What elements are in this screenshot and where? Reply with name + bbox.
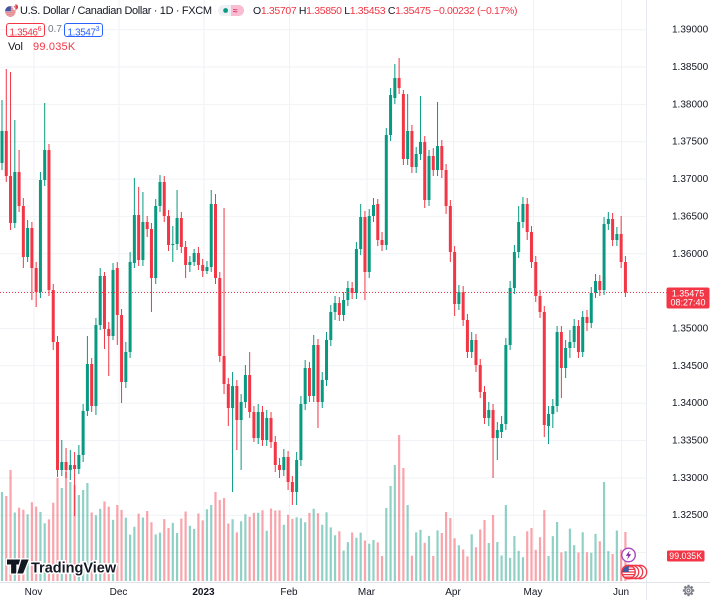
svg-text:1.37000: 1.37000: [672, 174, 709, 185]
svg-text:Mar: Mar: [358, 587, 376, 598]
svg-text:1.37500: 1.37500: [672, 137, 709, 148]
svg-text:1.36000: 1.36000: [672, 249, 709, 260]
svg-text:1.35000: 1.35000: [672, 324, 709, 335]
svg-text:1.33000: 1.33000: [672, 473, 709, 484]
svg-text:Feb: Feb: [280, 587, 298, 598]
svg-text:Nov: Nov: [25, 587, 43, 598]
svg-text:1.38500: 1.38500: [672, 62, 709, 73]
svg-text:Jun: Jun: [613, 587, 629, 598]
svg-text:1.32500: 1.32500: [672, 510, 709, 521]
svg-text:99.035K: 99.035K: [669, 551, 702, 561]
svg-text:1.33500: 1.33500: [672, 436, 709, 447]
svg-text:≈: ≈: [233, 6, 238, 16]
svg-text:1.34500: 1.34500: [672, 361, 709, 372]
svg-text:1.35475: 1.35475: [672, 288, 705, 298]
svg-text:May: May: [524, 587, 543, 598]
svg-text:Dec: Dec: [110, 587, 128, 598]
svg-text:2023: 2023: [192, 587, 215, 598]
svg-text:1.36500: 1.36500: [672, 211, 709, 222]
svg-text:TradingView: TradingView: [31, 561, 117, 577]
svg-text:1.34000: 1.34000: [672, 398, 709, 409]
svg-text:1.38000: 1.38000: [672, 99, 709, 110]
svg-text:1.39000: 1.39000: [672, 25, 709, 36]
svg-text:Apr: Apr: [445, 587, 461, 598]
svg-text:08:27:40: 08:27:40: [670, 298, 705, 308]
